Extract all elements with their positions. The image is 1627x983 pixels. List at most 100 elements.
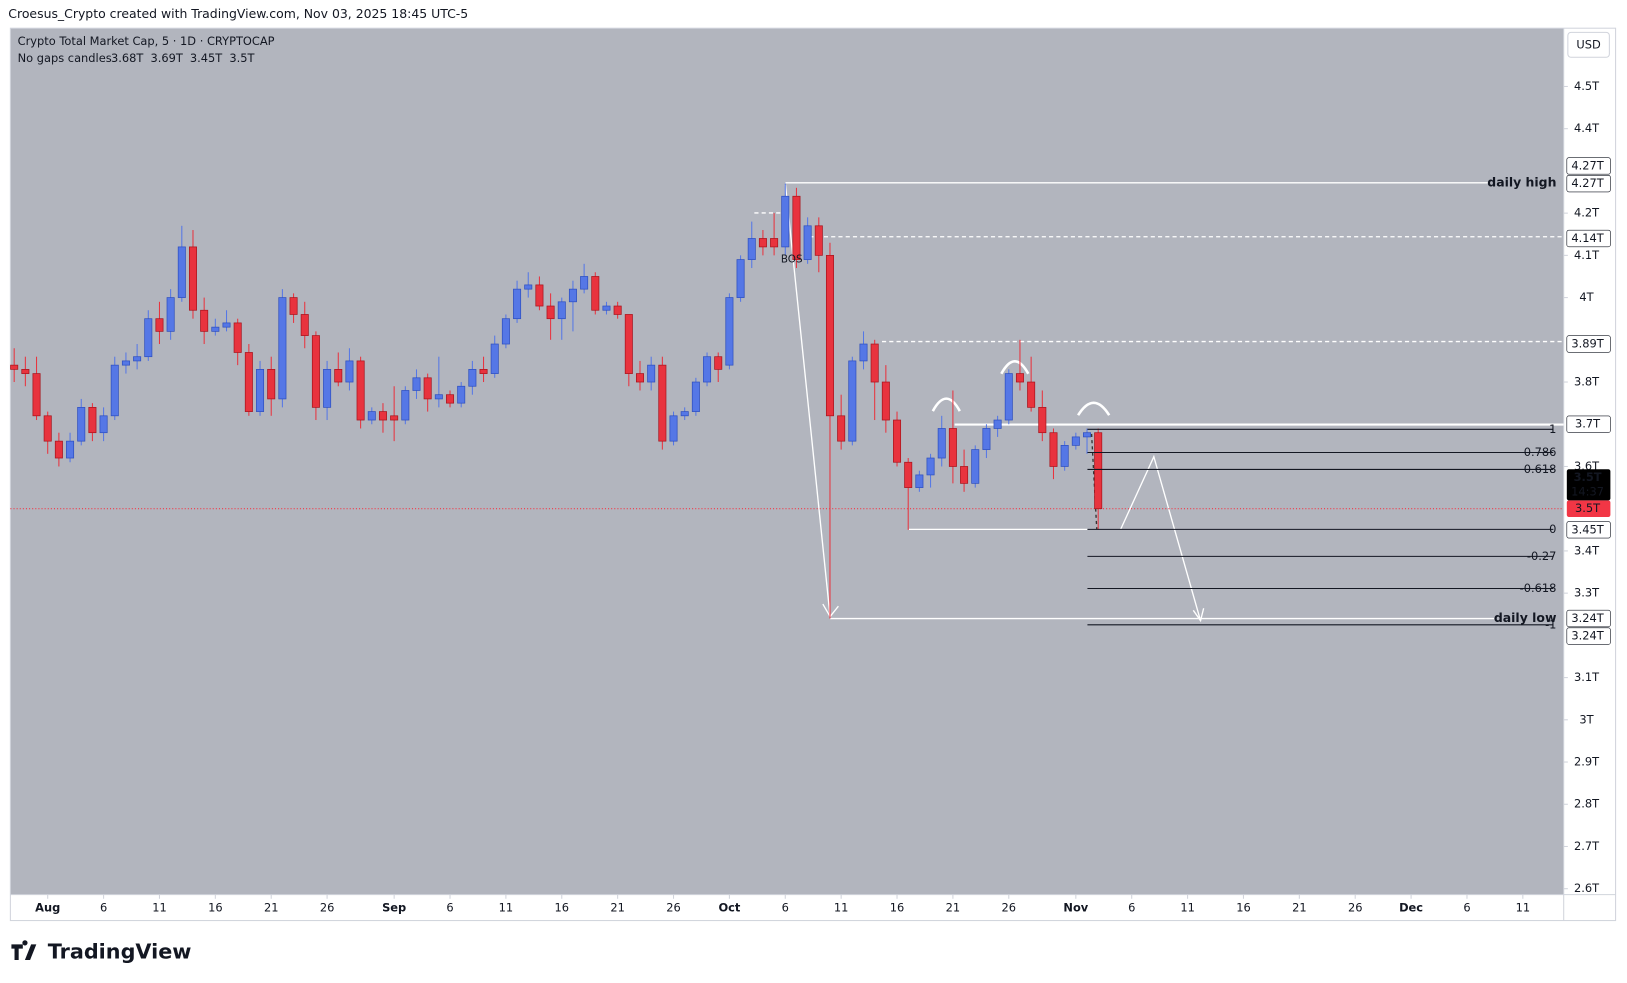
- candle-body: [557, 301, 566, 320]
- candle-body: [1094, 432, 1103, 510]
- candle-body: [32, 373, 41, 417]
- candle-body: [334, 368, 343, 383]
- price-label: 3.5T: [1575, 501, 1600, 515]
- shoulder-arc: [931, 397, 961, 412]
- candle-body: [278, 297, 287, 400]
- candle-body: [200, 309, 209, 332]
- candle-body: [77, 406, 86, 442]
- head-arc: [1000, 360, 1030, 375]
- price-label-box: [1566, 415, 1611, 433]
- currency[interactable]: USD: [1576, 37, 1601, 51]
- candle-body: [948, 428, 957, 467]
- candle-body: [99, 415, 108, 434]
- y-tick-label: 2.9T: [1574, 755, 1599, 769]
- x-tick-label: Sep: [382, 901, 406, 915]
- candle-body: [848, 360, 857, 442]
- price-label-box: [1566, 229, 1611, 248]
- candle-body: [613, 305, 622, 315]
- x-tick-label: 26: [320, 901, 335, 915]
- candle-body: [781, 195, 790, 248]
- annotation: daily low: [1494, 610, 1557, 625]
- candle-body: [43, 415, 52, 442]
- arrow-head: [1192, 608, 1205, 623]
- candle-body: [356, 360, 365, 421]
- y-tick-label: 2.6T: [1574, 881, 1599, 895]
- candle-body: [624, 314, 633, 374]
- candle-body: [256, 368, 265, 412]
- price-label-box: [1566, 521, 1611, 539]
- fib-label: 0.618: [1524, 462, 1557, 476]
- candle-body: [434, 394, 443, 400]
- candle-body: [904, 461, 913, 488]
- fib-label: -0.618: [1520, 581, 1557, 595]
- candles-label: No gaps candles: [18, 51, 112, 65]
- candle-body: [267, 368, 276, 400]
- y-tick-label: 3T: [1579, 712, 1593, 726]
- candle-body: [602, 305, 611, 311]
- candle-body: [960, 466, 969, 484]
- y-tick-label: 3.8T: [1574, 375, 1599, 389]
- x-tick-label: 11: [834, 901, 849, 915]
- candle-body: [121, 360, 130, 366]
- x-tick-label: 26: [1348, 901, 1363, 915]
- candle-body: [155, 318, 164, 332]
- candle-body: [479, 368, 488, 374]
- candle-body: [747, 238, 756, 260]
- candle-body: [1027, 381, 1036, 408]
- candle-body: [166, 297, 175, 332]
- candle-body: [490, 343, 499, 374]
- candle-body: [423, 377, 432, 400]
- candle-body: [524, 284, 533, 290]
- symbol: Crypto Total Market Cap, 5 · 1D · CRYPTO…: [18, 34, 275, 48]
- candle-body: [188, 246, 197, 311]
- candle-body: [513, 288, 522, 320]
- candle-body: [814, 225, 823, 256]
- y-tick-label: 4.4T: [1574, 121, 1599, 135]
- candle-body: [993, 419, 1002, 429]
- candle-body: [110, 364, 119, 417]
- candle-body: [546, 305, 555, 320]
- candle-body: [636, 373, 644, 383]
- candle-body: [446, 394, 455, 404]
- x-tick-label: 11: [1516, 901, 1531, 915]
- y-tick-label: 2.7T: [1574, 839, 1599, 853]
- candle-body: [21, 368, 30, 374]
- candle-body: [457, 385, 466, 404]
- candle-body: [211, 326, 220, 332]
- candle-body: [893, 419, 902, 463]
- y-tick-label: 4.5T: [1574, 79, 1599, 93]
- credit: Croesus_Crypto created with TradingView.…: [8, 6, 468, 21]
- candle-body: [859, 343, 868, 362]
- x-tick-label: 21: [1292, 901, 1307, 915]
- price-label: 3.45T: [1571, 522, 1603, 536]
- candle-body: [971, 449, 980, 484]
- candle-body: [1038, 406, 1047, 434]
- currency-button[interactable]: [1567, 31, 1610, 58]
- x-tick-label: 21: [264, 901, 279, 915]
- frame: [9, 27, 1617, 922]
- x-tick-label: 16: [208, 901, 223, 915]
- price-label: 3.7T: [1575, 417, 1600, 431]
- candle-body: [1015, 373, 1024, 383]
- candle-body: [300, 314, 309, 336]
- x-tick-label: Oct: [718, 901, 740, 915]
- candle-body: [825, 254, 834, 417]
- candle-body: [714, 356, 723, 370]
- brand: TradingView: [48, 940, 192, 964]
- price-label-box: [1566, 157, 1611, 175]
- price-label: 4.27T: [1571, 158, 1603, 172]
- candle-body: [10, 364, 19, 370]
- x-tick-label: 21: [610, 901, 625, 915]
- shoulder-arc: [1076, 401, 1111, 416]
- annotation: BOS: [781, 254, 803, 266]
- annotation: daily high: [1487, 174, 1556, 189]
- y-tick-label: 2.8T: [1574, 797, 1599, 811]
- y-tick-label: 3.1T: [1574, 670, 1599, 684]
- candle-body: [1060, 445, 1069, 467]
- y-tick-label: 3.3T: [1574, 586, 1599, 600]
- ohlc-value: 3.45T: [190, 51, 222, 65]
- ohlc-value: 3.68T: [111, 51, 143, 65]
- candle-body: [144, 318, 153, 358]
- candle-body: [345, 360, 354, 383]
